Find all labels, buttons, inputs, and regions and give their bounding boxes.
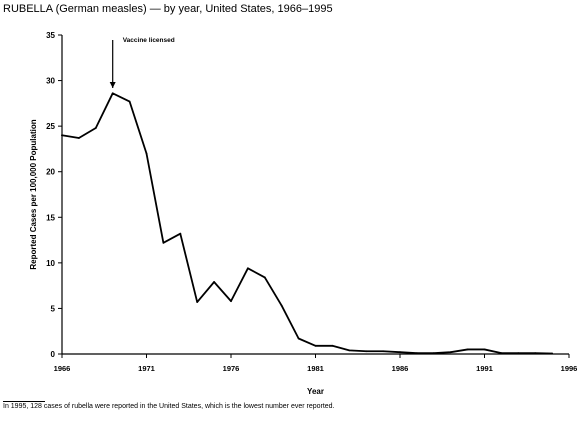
rubella-data-point bbox=[534, 352, 537, 354]
rubella-data-point bbox=[331, 344, 334, 347]
rubella-data-point bbox=[348, 349, 351, 352]
rubella-data-point bbox=[78, 137, 80, 139]
rubella-data-point bbox=[128, 100, 131, 103]
y-tick-label: 5 bbox=[51, 304, 56, 313]
x-tick-label: 1986 bbox=[392, 364, 409, 373]
x-tick-label: 1981 bbox=[307, 364, 324, 373]
rubella-data-point bbox=[196, 301, 199, 303]
vaccine-annotation-arrowhead bbox=[109, 82, 116, 88]
rubella-data-point bbox=[500, 352, 503, 354]
rubella-data-point bbox=[280, 304, 283, 307]
rubella-data-point bbox=[449, 351, 452, 354]
y-tick-label: 10 bbox=[46, 259, 55, 268]
x-tick-label: 1971 bbox=[138, 364, 155, 373]
vaccine-annotation-label: Vaccine licensed bbox=[123, 37, 175, 44]
rubella-data-point bbox=[314, 344, 317, 347]
rubella-data-point bbox=[61, 134, 63, 137]
x-tick-label: 1966 bbox=[54, 364, 71, 373]
x-tick-label: 1991 bbox=[476, 364, 493, 373]
y-tick-label: 30 bbox=[46, 77, 55, 86]
rubella-data-point bbox=[297, 337, 300, 340]
rubella-data-point bbox=[230, 300, 232, 303]
y-tick-label: 35 bbox=[46, 31, 55, 40]
rubella-data-point bbox=[94, 127, 97, 129]
rubella-data-point bbox=[365, 350, 368, 353]
rubella-data-point bbox=[483, 348, 486, 351]
rubella-data-point bbox=[399, 351, 401, 354]
footnote-rule bbox=[3, 401, 45, 402]
rubella-data-point bbox=[263, 276, 266, 279]
rubella-data-point bbox=[247, 267, 249, 270]
y-tick-label: 25 bbox=[46, 122, 55, 131]
rubella-data-point bbox=[432, 352, 435, 354]
rubella-data-point bbox=[517, 352, 520, 354]
y-tick-label: 20 bbox=[46, 168, 55, 177]
rubella-data-point bbox=[416, 352, 418, 354]
x-tick-label: 1996 bbox=[561, 364, 578, 373]
rubella-data-point bbox=[111, 92, 114, 95]
x-tick-label: 1976 bbox=[223, 364, 240, 373]
rubella-data-point bbox=[551, 352, 553, 355]
y-tick-label: 0 bbox=[51, 350, 56, 359]
y-tick-label: 15 bbox=[46, 213, 55, 222]
y-axis-label: Reported Cases per 100,000 Population bbox=[29, 119, 38, 269]
rubella-data-point bbox=[179, 232, 182, 235]
rubella-data-point bbox=[213, 281, 216, 283]
rubella-data-point bbox=[466, 348, 469, 351]
x-axis-label: Year bbox=[307, 387, 324, 396]
chart-title: RUBELLA (German measles) — by year, Unit… bbox=[3, 3, 333, 15]
rubella-data-point bbox=[382, 350, 384, 353]
rubella-series-line bbox=[61, 92, 553, 355]
rubella-data-point bbox=[145, 152, 148, 155]
footnote: In 1995, 128 cases of rubella were repor… bbox=[3, 403, 335, 410]
rubella-data-point bbox=[162, 241, 165, 244]
